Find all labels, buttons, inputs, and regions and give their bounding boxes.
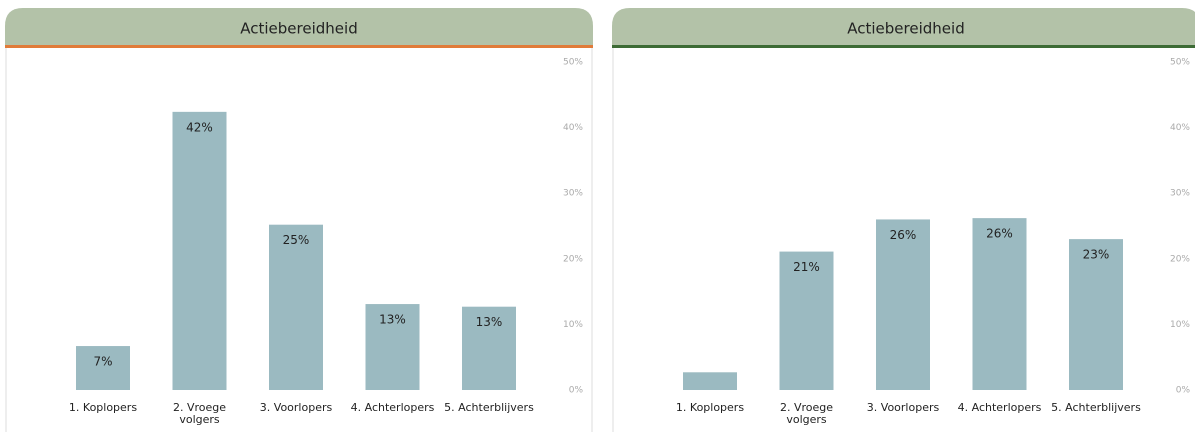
bar bbox=[876, 219, 930, 390]
x-tick-label: 2. Vroege volgers bbox=[779, 401, 834, 426]
header-accent bbox=[612, 45, 1195, 48]
chart-title: Actiebereidheid bbox=[240, 20, 357, 38]
value-label: 25% bbox=[283, 233, 310, 247]
value-label: 7% bbox=[93, 355, 112, 369]
y-tick-label: 50% bbox=[563, 58, 583, 68]
bar bbox=[779, 251, 834, 390]
y-tick-label: 20% bbox=[563, 254, 583, 264]
y-tick-label: 10% bbox=[1170, 320, 1190, 330]
value-label: 26% bbox=[986, 227, 1013, 241]
x-tick-label: 5. Achterblijvers bbox=[444, 401, 534, 414]
x-tick-label: 3. Voorlopers bbox=[866, 401, 940, 414]
value-label: 26% bbox=[890, 228, 917, 242]
y-tick-label: 30% bbox=[1170, 189, 1190, 199]
y-tick-label: 0% bbox=[569, 386, 584, 396]
bar bbox=[76, 346, 130, 390]
y-tick-label: 0% bbox=[1176, 386, 1191, 396]
x-tick-label: 1. Koplopers bbox=[675, 401, 745, 414]
y-tick-label: 10% bbox=[563, 320, 583, 330]
bar bbox=[172, 111, 227, 390]
bar bbox=[972, 218, 1027, 390]
bar bbox=[1069, 239, 1123, 390]
x-tick-label: 3. Voorlopers bbox=[259, 401, 333, 414]
x-tick-label: 4. Achterlopers bbox=[957, 401, 1042, 414]
value-label: 42% bbox=[186, 120, 213, 134]
y-tick-label: 40% bbox=[563, 123, 583, 133]
value-label: 23% bbox=[1083, 248, 1110, 262]
x-tick-label: 1. Koplopers bbox=[68, 401, 138, 414]
bar bbox=[683, 372, 737, 390]
header-accent bbox=[5, 45, 593, 48]
x-tick-label: 5. Achterblijvers bbox=[1051, 401, 1141, 414]
y-tick-label: 30% bbox=[563, 189, 583, 199]
bar bbox=[365, 304, 420, 390]
value-label: 21% bbox=[793, 260, 820, 274]
y-tick-label: 40% bbox=[1170, 123, 1190, 133]
value-label: 13% bbox=[476, 315, 503, 329]
chart-title: Actiebereidheid bbox=[847, 20, 964, 38]
x-tick-label: 2. Vroege volgers bbox=[172, 401, 227, 426]
bar bbox=[269, 224, 323, 390]
panel-header bbox=[612, 8, 1195, 46]
bar bbox=[462, 306, 516, 390]
panel-header bbox=[5, 8, 593, 46]
value-label: 13% bbox=[379, 313, 406, 327]
x-tick-label: 4. Achterlopers bbox=[350, 401, 435, 414]
y-tick-label: 50% bbox=[1170, 58, 1190, 68]
y-tick-label: 20% bbox=[1170, 254, 1190, 264]
